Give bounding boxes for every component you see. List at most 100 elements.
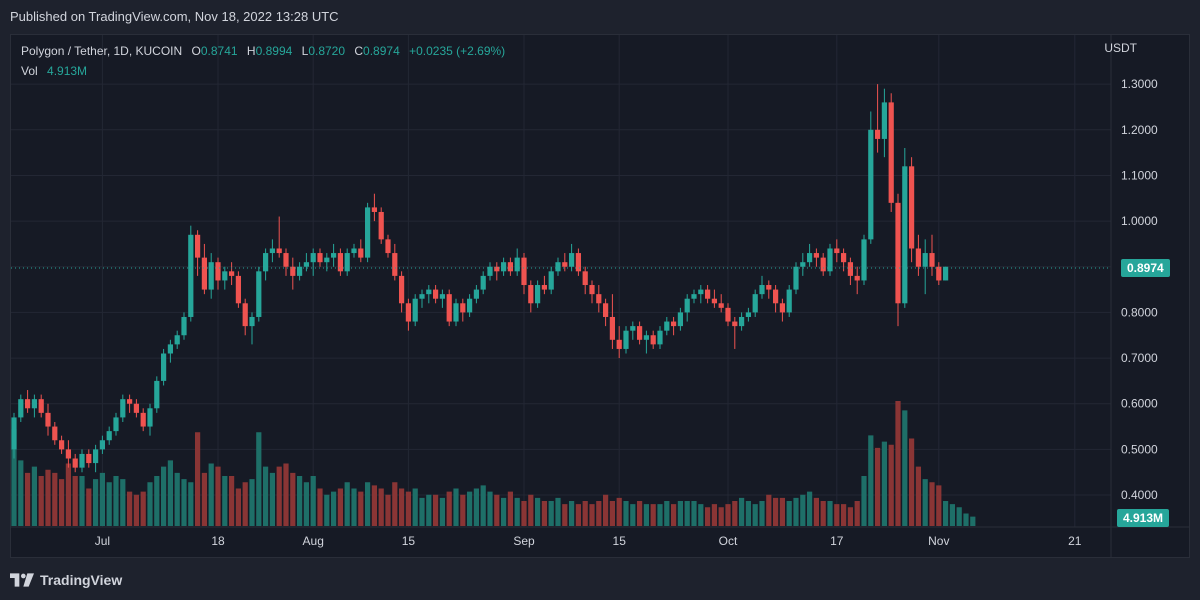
volume-bar — [371, 485, 377, 526]
volume-bar — [854, 501, 860, 526]
candle-body — [650, 335, 656, 345]
volume-bar — [725, 504, 731, 526]
volume-bar — [834, 504, 840, 526]
legend-open-value: 0.8741 — [200, 44, 238, 58]
candle-body — [922, 253, 928, 267]
candlestick-chart[interactable]: 1.30001.20001.10001.00000.90000.80000.70… — [11, 35, 1189, 557]
volume-bar — [895, 401, 901, 526]
volume-bar — [439, 497, 445, 526]
candle-body — [847, 262, 853, 276]
volume-bar — [541, 501, 547, 526]
volume-bar — [507, 491, 513, 526]
candle-body — [739, 316, 745, 327]
volume-bar — [766, 494, 772, 526]
volume-bar — [460, 494, 466, 526]
footer-branding[interactable]: TradingView — [10, 566, 122, 594]
candle-body — [473, 289, 479, 299]
volume-bar — [800, 494, 806, 526]
candle-body — [657, 330, 663, 345]
candle-body — [93, 449, 99, 464]
candle-body — [276, 248, 282, 254]
volume-bar — [120, 479, 126, 526]
volume-bar — [11, 429, 17, 526]
volume-bar — [276, 466, 282, 526]
candle-body — [766, 285, 772, 290]
x-tick-label: 15 — [402, 534, 416, 548]
volume-bar — [888, 444, 894, 526]
volume-bar — [59, 479, 65, 526]
volume-bar — [283, 463, 289, 526]
volume-bar — [72, 476, 78, 526]
volume-bar — [65, 463, 71, 526]
candle-body — [562, 262, 568, 267]
volume-bar — [657, 504, 663, 526]
volume-bar — [18, 460, 24, 526]
volume-bar — [195, 432, 201, 526]
volume-bar — [317, 488, 323, 526]
candle-body — [283, 253, 289, 267]
candle-body — [589, 285, 595, 295]
volume-bar — [269, 472, 275, 526]
candle-body — [337, 253, 343, 272]
x-tick-label: 21 — [1068, 534, 1082, 548]
volume-bar — [609, 501, 615, 526]
volume-bar — [229, 476, 235, 526]
volume-bar — [562, 504, 568, 526]
candle-body — [140, 412, 146, 427]
volume-bar — [847, 507, 853, 526]
volume-bar — [875, 447, 881, 526]
y-tick-label: 0.7000 — [1121, 351, 1158, 365]
volume-bar — [705, 507, 711, 526]
volume-bar — [555, 497, 561, 526]
candle-body — [324, 257, 330, 263]
volume-bar — [52, 472, 58, 526]
volume-bar — [671, 504, 677, 526]
candle-body — [779, 303, 785, 313]
volume-bar — [38, 476, 44, 526]
candle-body — [514, 257, 520, 272]
candle-body — [725, 307, 731, 322]
candle-body — [269, 248, 275, 254]
volume-bar — [487, 491, 493, 526]
volume-bar — [881, 441, 887, 526]
volume-bar — [915, 466, 921, 526]
volume-bar — [358, 491, 364, 526]
candle-body — [841, 253, 847, 263]
volume-bar — [841, 504, 847, 526]
volume-bar — [433, 494, 439, 526]
candle-body — [630, 326, 636, 331]
candle-body — [52, 426, 58, 441]
volume-bar — [133, 494, 139, 526]
volume-bar — [127, 491, 133, 526]
volume-bar — [167, 460, 173, 526]
candle-body — [909, 166, 915, 249]
candle-body — [344, 253, 350, 272]
candle-body — [616, 339, 622, 349]
volume-bar — [603, 494, 609, 526]
candle-body — [79, 453, 85, 468]
x-tick-label: 18 — [211, 534, 225, 548]
candle-body — [127, 399, 133, 404]
candle-body — [174, 335, 180, 345]
volume-bar — [426, 494, 432, 526]
candle-body — [535, 285, 541, 304]
volume-bar — [215, 466, 221, 526]
volume-bar — [222, 476, 228, 526]
candle-body — [433, 289, 439, 299]
chart-pane[interactable]: 1.30001.20001.10001.00000.90000.80000.70… — [10, 34, 1190, 558]
volume-bar — [446, 491, 452, 526]
candle-body — [487, 266, 493, 276]
candle-body — [494, 266, 500, 272]
candle-body — [25, 399, 31, 409]
y-tick-label: 1.0000 — [1121, 214, 1158, 228]
volume-layer — [11, 401, 976, 526]
y-tick-label: 0.5000 — [1121, 442, 1158, 456]
candle-body — [317, 253, 323, 263]
candle-body — [684, 298, 690, 313]
candle-body — [759, 285, 765, 295]
candle-body — [705, 289, 711, 299]
candle-body — [154, 380, 160, 409]
volume-bar — [643, 504, 649, 526]
volume-bar — [861, 476, 867, 526]
candle-body — [11, 417, 17, 450]
